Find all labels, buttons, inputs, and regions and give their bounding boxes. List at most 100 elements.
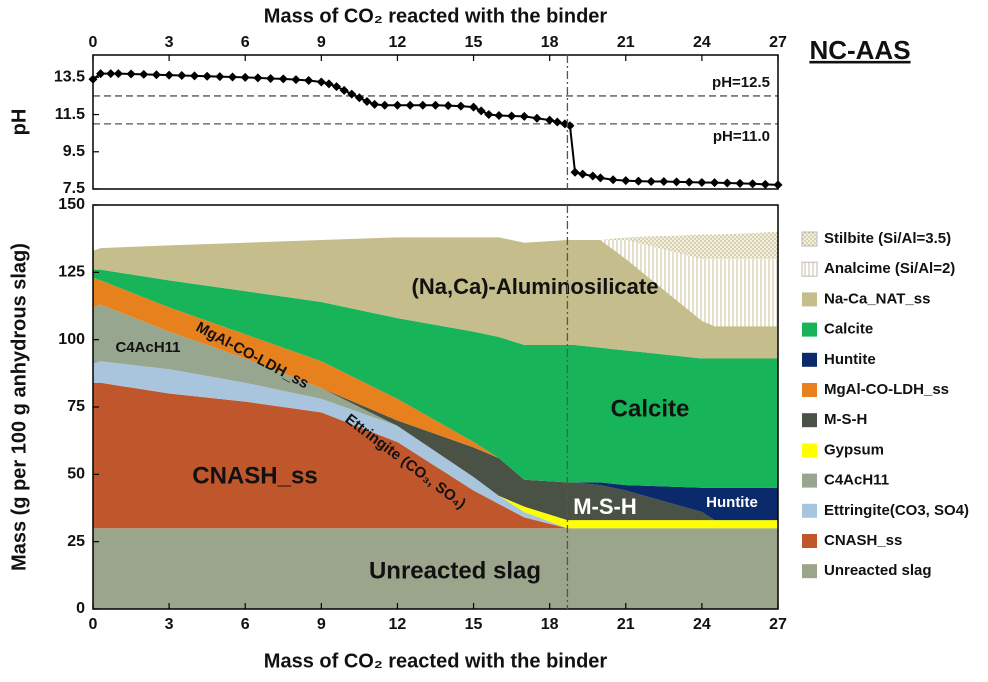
x-tick-label: 6 <box>241 616 250 633</box>
area <box>93 237 778 327</box>
y-tick-label: 100 <box>58 331 85 348</box>
data-point <box>240 72 250 82</box>
data-point <box>215 72 225 82</box>
data-point <box>347 89 357 99</box>
data-point <box>291 75 301 85</box>
data-point <box>710 178 720 188</box>
data-point <box>278 74 288 84</box>
y-tick-label: 50 <box>67 466 85 483</box>
y-tick-label: 7.5 <box>63 180 85 197</box>
data-point <box>608 175 618 185</box>
data-point <box>748 179 758 189</box>
legend-label: Na-Ca_NAT_ss <box>824 290 930 307</box>
legend-swatch <box>802 534 817 548</box>
data-point <box>578 169 588 179</box>
area <box>93 231 778 259</box>
plot-frame <box>92 54 779 190</box>
reference-label: pH=11.0 <box>713 128 770 145</box>
annotation: CNASH_ss <box>192 462 317 489</box>
data-point <box>370 99 380 109</box>
data-point <box>228 72 238 82</box>
data-point <box>151 70 161 80</box>
data-point <box>443 101 453 111</box>
y-tick-label: 25 <box>67 533 85 550</box>
area <box>93 382 778 529</box>
data-point <box>684 177 694 187</box>
legend-label: Huntite <box>824 351 876 368</box>
y-axis-title: Mass (g per 100 g anhydrous slag) <box>8 243 30 571</box>
reference-label: pH=12.5 <box>712 74 770 91</box>
legend-swatch <box>802 413 817 428</box>
x-tick-label: 18 <box>541 616 559 633</box>
legend-swatch <box>801 231 818 247</box>
x-tick-label: 0 <box>89 616 98 633</box>
area <box>93 237 778 359</box>
data-point <box>96 69 106 79</box>
data-point <box>760 179 770 189</box>
area <box>93 528 778 609</box>
data-point <box>316 77 326 87</box>
x-tick-label: 6 <box>241 34 250 51</box>
data-point <box>570 167 580 177</box>
y-tick-label: 11.5 <box>55 106 85 123</box>
data-point <box>354 93 364 103</box>
annotation: C4AcH11 <box>115 339 180 356</box>
data-point <box>621 176 631 186</box>
data-point <box>552 117 562 127</box>
x-tick-label: 12 <box>389 34 407 51</box>
data-point <box>304 75 314 85</box>
legend-label: Calcite <box>824 321 873 338</box>
y-tick-label: 75 <box>67 398 85 415</box>
data-point <box>202 71 212 81</box>
legend-label: MgAl-CO-LDH_ss <box>824 381 949 398</box>
data-point <box>253 73 263 83</box>
data-point <box>456 101 466 111</box>
data-point <box>106 69 116 79</box>
annotation: Huntite <box>706 494 758 511</box>
y-axis-title: pH <box>8 109 30 136</box>
data-point <box>431 100 440 110</box>
annotation: Calcite <box>611 395 690 422</box>
legend-label: Analcime (Si/Al=2) <box>824 260 955 277</box>
data-point <box>380 100 390 110</box>
data-point <box>519 111 529 121</box>
legend-swatch <box>802 352 817 367</box>
x-tick-label: 3 <box>165 34 174 51</box>
data-point <box>332 82 342 92</box>
legend-label: Ettringite(CO3, SO4) <box>824 502 969 519</box>
data-point <box>418 100 428 110</box>
x-tick-label: 9 <box>317 34 326 51</box>
y-tick-label: 150 <box>58 196 85 213</box>
x-tick-label: 21 <box>617 616 635 633</box>
data-point <box>339 85 349 95</box>
data-point <box>126 69 136 79</box>
legend-swatch <box>802 564 817 579</box>
area <box>93 361 778 529</box>
x-tick-label: 24 <box>693 34 711 51</box>
x-tick-label: 9 <box>317 616 326 633</box>
data-point <box>324 79 334 89</box>
x-tick-label: 15 <box>465 616 483 633</box>
data-point <box>392 100 402 110</box>
data-point <box>266 73 276 83</box>
legend-swatch <box>801 261 818 277</box>
data-point <box>469 102 479 112</box>
data-point <box>177 70 187 80</box>
data-point <box>189 71 199 81</box>
data-point <box>672 177 682 187</box>
area <box>93 277 778 521</box>
data-point <box>507 111 517 121</box>
legend-label: CNASH_ss <box>824 532 902 549</box>
legend-swatch <box>802 292 817 307</box>
legend-label: Unreacted slag <box>824 562 932 579</box>
x-tick-label: 3 <box>165 616 174 633</box>
data-point <box>722 178 732 188</box>
x-tick-label: 18 <box>541 34 559 51</box>
x-tick-label: 27 <box>769 34 787 51</box>
legend-label: C4AcH11 <box>824 472 889 489</box>
data-point <box>139 69 149 79</box>
data-point <box>494 110 504 120</box>
y-tick-label: 125 <box>58 264 85 281</box>
legend-label: Stilbite (Si/Al=3.5) <box>824 230 951 247</box>
legend-swatch <box>802 322 817 337</box>
